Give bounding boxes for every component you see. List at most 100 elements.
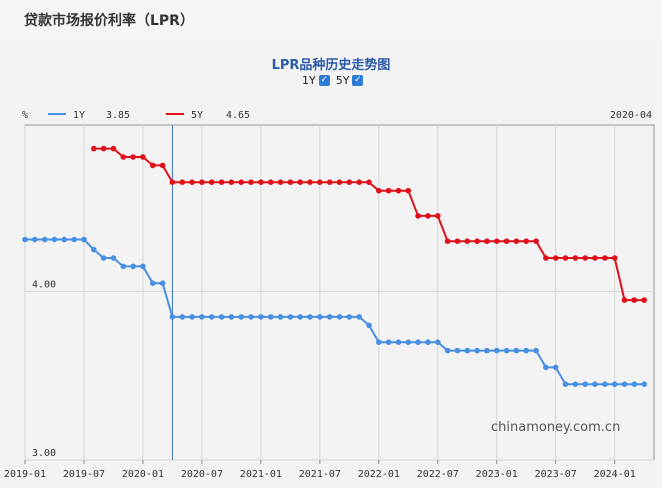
- toggle-1y-checkbox[interactable]: ✓: [318, 75, 330, 86]
- x-tick-label: 2019-07: [63, 469, 105, 480]
- series-5y-point: [425, 213, 431, 219]
- series-1y-point: [592, 381, 598, 388]
- toggle-5y-checkbox[interactable]: ✓: [352, 75, 364, 86]
- y-tick-label: 4.00: [32, 280, 56, 291]
- x-axis-ticks: 2019-01 2019-07 2020-01 2020-07 2021-01 2021-…: [4, 460, 636, 480]
- series-5y-point: [611, 255, 618, 261]
- series-1y-point: [336, 314, 343, 320]
- series-1y-point: [631, 381, 638, 388]
- series-1y-point: [130, 263, 136, 270]
- toggle-1y[interactable]: 1Y ✓: [302, 74, 330, 87]
- watermark: chinamoney.com.cn: [491, 420, 620, 435]
- series-5y-point: [631, 297, 638, 303]
- x-tick-label: 2024-01: [594, 469, 636, 480]
- series-1y-point: [287, 314, 294, 320]
- series-1y-point: [277, 314, 284, 320]
- series-5y-point: [376, 187, 382, 194]
- series-1y-point: [346, 314, 353, 320]
- series-5y-point: [267, 179, 274, 185]
- x-tick-label: 2021-07: [299, 469, 341, 480]
- series-1y-point: [228, 314, 235, 320]
- series-1y-point: [100, 255, 107, 261]
- series-5y-point: [100, 145, 107, 152]
- series-5y-point: [218, 179, 225, 185]
- series-5y-point: [169, 179, 176, 185]
- series-5y-point: [258, 179, 264, 185]
- series-5y-point: [602, 255, 608, 261]
- legend-1y-value: 3.85: [106, 110, 130, 121]
- series-layer: [22, 145, 647, 388]
- series-1y-point: [366, 322, 372, 329]
- series-5y-point: [503, 238, 510, 244]
- series-5y-point: [150, 162, 156, 169]
- series-5y-point: [572, 255, 579, 261]
- series-1y-point: [415, 339, 421, 346]
- series-5y-point: [494, 238, 500, 244]
- toggle-5y-label: 5Y: [335, 74, 350, 87]
- crosshair-date-label: 2020-04: [610, 110, 652, 121]
- series-1y-point: [150, 280, 156, 287]
- series-1y-point: [179, 314, 186, 320]
- series-5y-point: [140, 154, 146, 160]
- toggle-5y[interactable]: 5Y ✓: [336, 74, 364, 87]
- series-5y-point: [238, 179, 244, 185]
- series-1y-point: [120, 263, 127, 270]
- series-5y-point: [454, 238, 461, 244]
- series-5y-point: [130, 154, 136, 160]
- plot-area: [24, 124, 655, 461]
- series-1y-point: [523, 347, 529, 354]
- legend-5y-value: 4.65: [226, 110, 250, 121]
- series-1y-point: [503, 347, 510, 354]
- series-5y-point: [326, 179, 333, 185]
- series-5y-point: [159, 162, 166, 169]
- series-5y-point: [110, 145, 117, 152]
- series-5y-point: [385, 187, 392, 194]
- series-1y-point: [159, 280, 166, 287]
- series-1y-point: [494, 347, 500, 354]
- series-1y-point: [464, 347, 471, 354]
- series-1y-point: [169, 314, 176, 320]
- series-1y-point: [552, 364, 559, 371]
- series-1y-point: [140, 263, 146, 270]
- series-1y-point: [267, 314, 274, 320]
- series-1y-point: [317, 314, 323, 320]
- series-1y-point: [238, 314, 244, 320]
- series-1y-point: [582, 381, 588, 388]
- x-tick-label: 2019-01: [4, 469, 46, 480]
- series-1y-point: [22, 236, 28, 243]
- series-1y-point: [395, 339, 402, 346]
- series-5y-point: [346, 179, 353, 185]
- x-tick-label: 2022-01: [358, 469, 400, 480]
- series-1y-point: [307, 314, 313, 320]
- series-5y-point: [297, 179, 304, 185]
- series-5y-point: [435, 213, 441, 219]
- series-5y-point: [474, 238, 480, 244]
- legend-5y-name: 5Y: [191, 110, 203, 121]
- series-1y: [22, 236, 647, 388]
- series-5y-point: [405, 187, 412, 194]
- x-tick-label: 2023-01: [476, 469, 518, 480]
- series-1y-point: [562, 381, 569, 388]
- series-5y-point: [552, 255, 559, 261]
- x-tick-label: 2020-07: [181, 469, 223, 480]
- series-1y-point: [356, 314, 363, 320]
- series-5y-point: [592, 255, 598, 261]
- page-header: 贷款市场报价利率（LPR）: [0, 0, 662, 40]
- legend-1y-name: 1Y: [73, 110, 85, 121]
- series-1y-point: [435, 339, 441, 346]
- series-5y: [91, 145, 647, 303]
- series-5y-point: [248, 179, 254, 185]
- toggle-1y-label: 1Y: [302, 74, 316, 87]
- series-5y-point: [415, 213, 421, 219]
- series-1y-point: [484, 347, 490, 354]
- series-1y-point: [602, 381, 608, 388]
- x-tick-label: 2020-01: [122, 469, 164, 480]
- series-1y-point: [385, 339, 392, 346]
- series-5y-point: [120, 154, 127, 160]
- series-1y-point: [572, 381, 579, 388]
- series-5y-point: [641, 297, 647, 303]
- series-5y-point: [366, 179, 372, 185]
- series-1y-point: [405, 339, 412, 346]
- series-1y-point: [533, 347, 539, 354]
